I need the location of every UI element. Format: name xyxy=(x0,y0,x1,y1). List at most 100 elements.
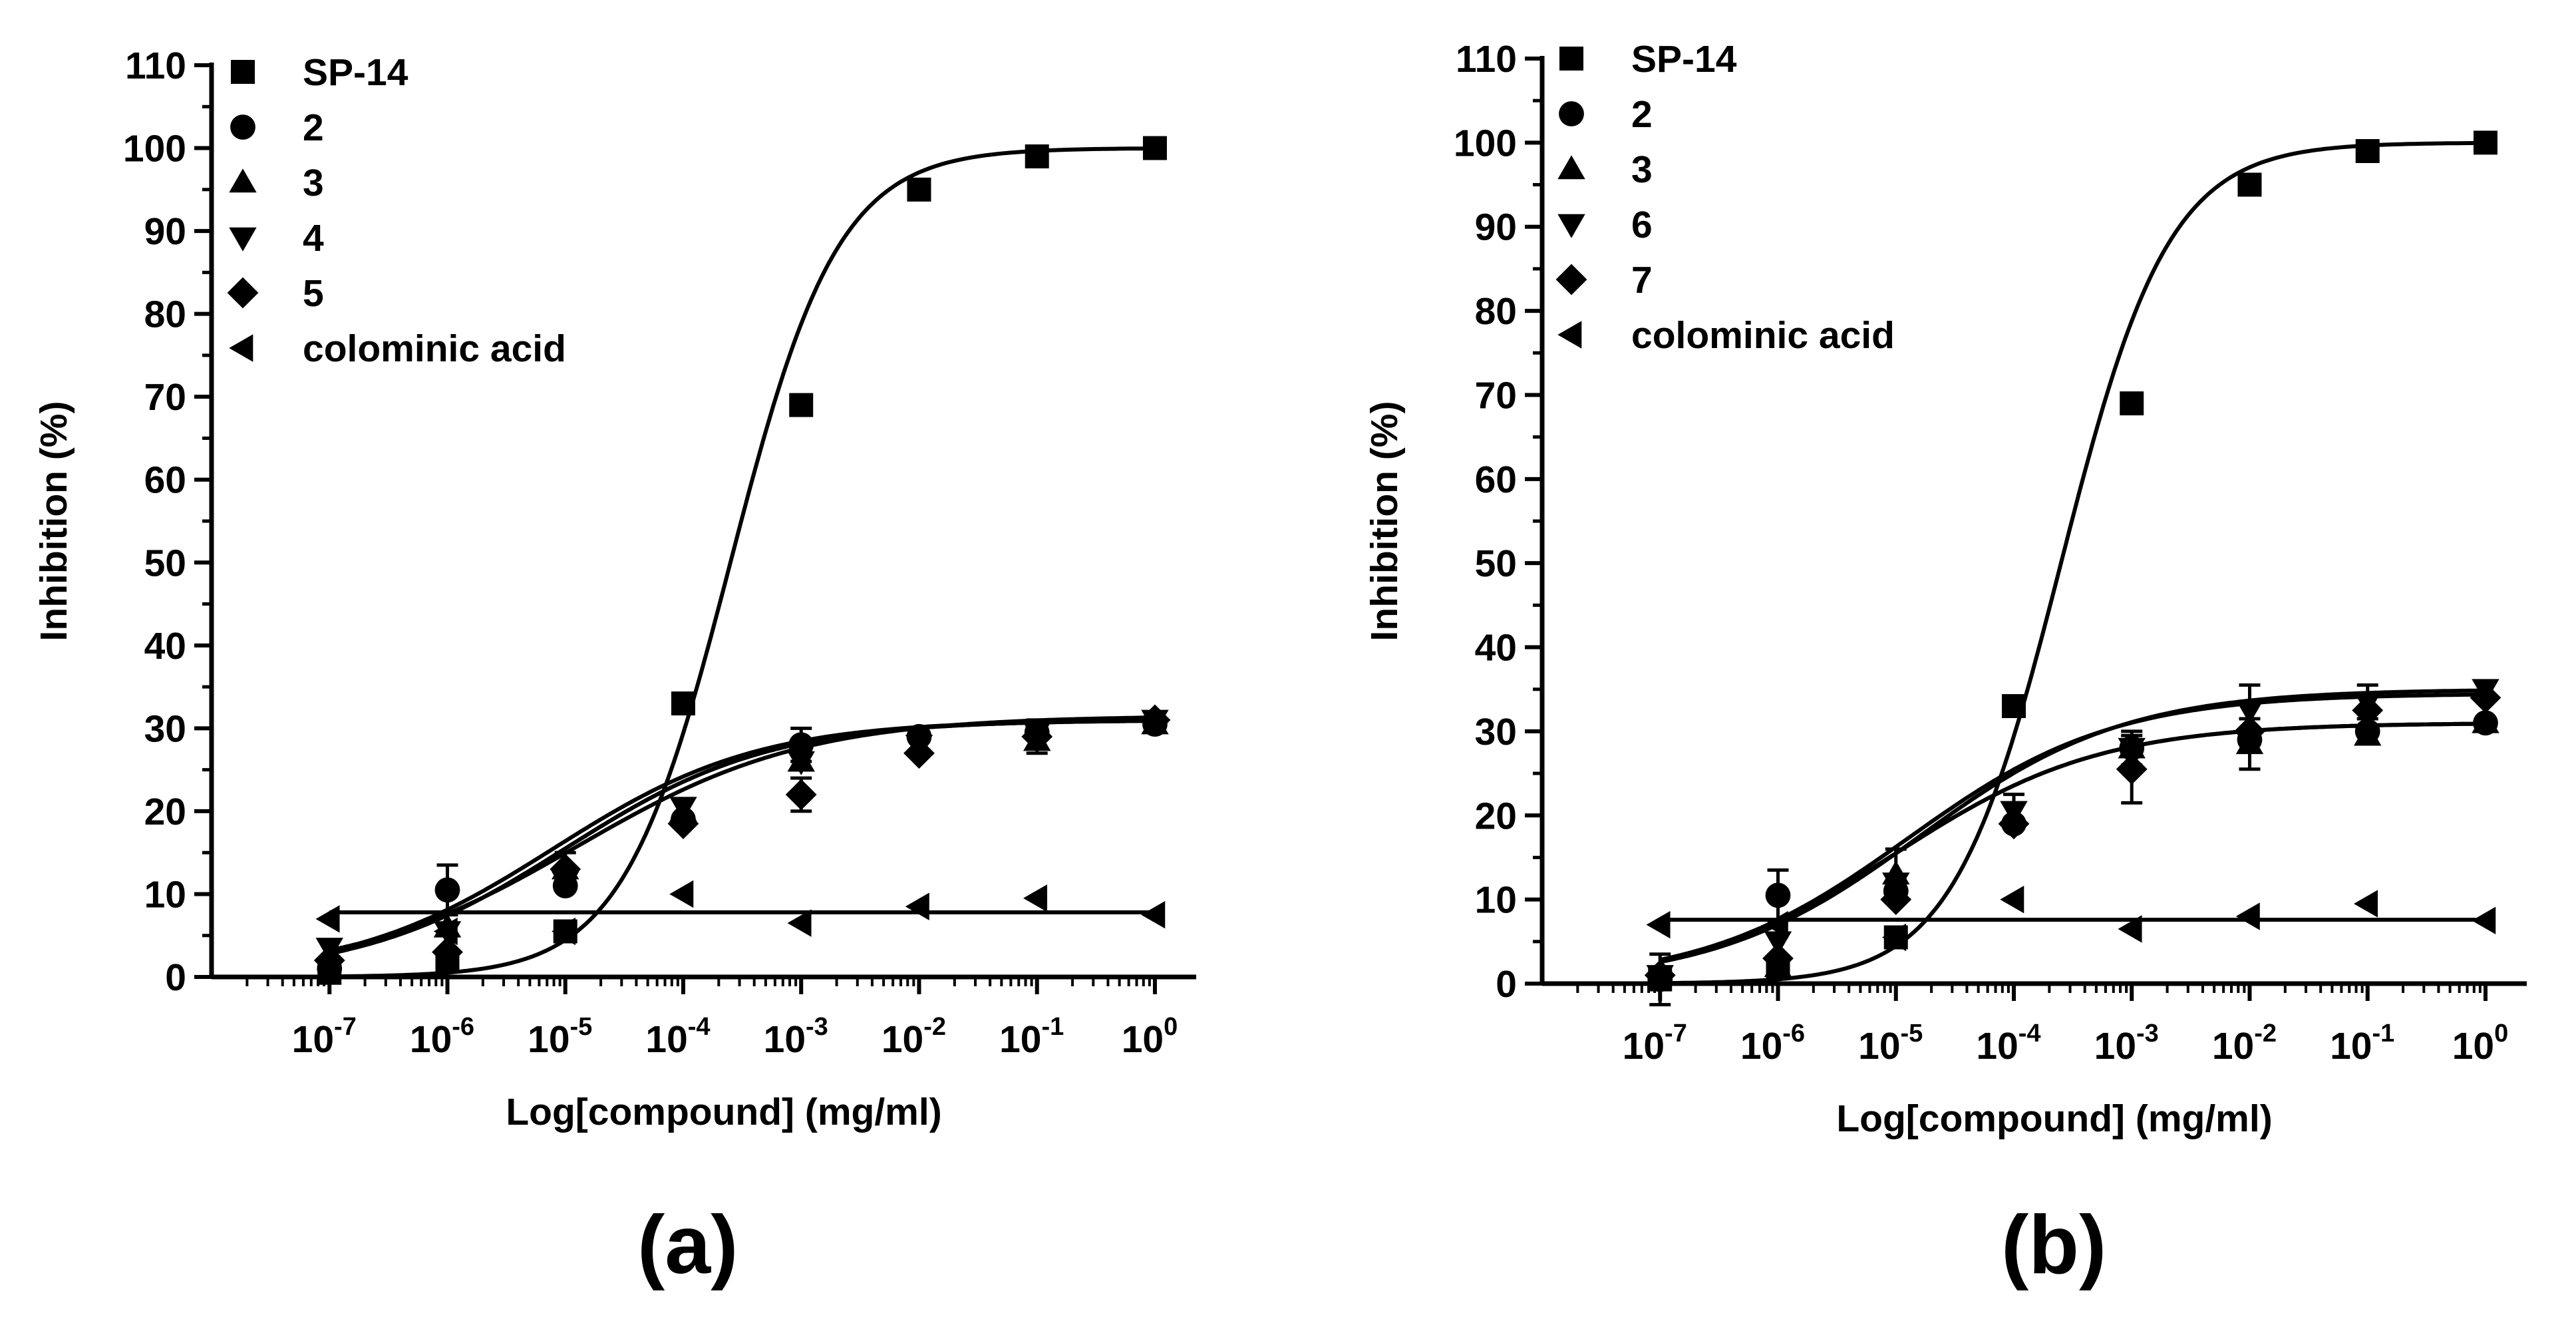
a-data-point xyxy=(1025,144,1049,168)
panel-label-a: (a) xyxy=(637,1199,738,1291)
a-data-point xyxy=(671,691,695,715)
b-data-point xyxy=(2354,721,2382,746)
a-x-tick-label: 10-1 xyxy=(999,1013,1064,1061)
a-legend-marker xyxy=(227,277,259,309)
a-x-tick-label: 10-7 xyxy=(292,1013,357,1061)
a-y-tick-label: 90 xyxy=(144,210,186,253)
b-data-point xyxy=(1882,923,1907,952)
b-x-tick-label: 10-2 xyxy=(2212,1020,2277,1067)
a-y-tick-label: 10 xyxy=(144,873,186,916)
b-x-tick-label: 10-7 xyxy=(1623,1020,1687,1067)
a-legend-label: 4 xyxy=(303,217,324,260)
a-y-tick-label: 70 xyxy=(144,376,186,419)
b-legend-marker xyxy=(1555,264,1587,295)
a-y-tick-label: 50 xyxy=(144,542,186,584)
a-y-tick-label: 110 xyxy=(125,45,186,87)
b-data-point xyxy=(1762,942,1794,974)
a-data-point xyxy=(1021,721,1053,753)
a-data-point xyxy=(907,177,931,202)
b-data-point xyxy=(2000,885,2024,914)
b-data-point xyxy=(2118,915,2142,943)
a-data-point xyxy=(789,393,814,417)
a-legend-label: 2 xyxy=(303,106,324,149)
a-x-tick-label: 10-2 xyxy=(882,1013,946,1061)
chart-panel-b: 0 10 20 30 40 50 60 70 80 90 100 110 10-7 10-6 10-5 10-… xyxy=(1363,38,2527,1140)
a-legend-label: 5 xyxy=(303,272,324,315)
b-x-tick-label: 10-4 xyxy=(1976,1020,2040,1067)
a-x-axis-label: Log[compound] (mg/ml) xyxy=(506,1091,941,1133)
b-legend-label: 6 xyxy=(1631,204,1653,246)
a-y-tick-label: 30 xyxy=(144,707,186,750)
a-y-tick-label: 60 xyxy=(144,459,186,502)
b-data-point xyxy=(2472,709,2499,733)
a-data-point xyxy=(550,853,581,885)
b-y-tick-label: 50 xyxy=(1475,542,1517,585)
a-data-point xyxy=(434,877,460,903)
a-data-point xyxy=(315,905,340,933)
b-legend-label: 3 xyxy=(1631,148,1653,191)
a-data-point xyxy=(667,808,699,839)
a-legend-marker xyxy=(229,227,257,252)
a-y-axis-label: Inhibition (%) xyxy=(33,401,75,642)
b-y-tick-label: 60 xyxy=(1475,459,1517,501)
b-data-point xyxy=(2354,890,2378,918)
a-data-point xyxy=(1142,136,1167,160)
a-data-point xyxy=(432,936,463,968)
a-data-point xyxy=(313,944,345,976)
a-x-tick-label: 10-5 xyxy=(528,1013,592,1061)
a-x-tick-label: 10-6 xyxy=(410,1013,474,1061)
b-y-tick-label: 70 xyxy=(1475,374,1517,417)
b-legend-marker xyxy=(1557,321,1582,349)
b-x-axis-label: Log[compound] (mg/ml) xyxy=(1836,1097,2272,1140)
b-data-point xyxy=(2473,130,2497,155)
a-y-tick-label: 0 xyxy=(165,956,186,999)
a-y-tick-label: 40 xyxy=(144,625,186,668)
panel-label-b: (b) xyxy=(2001,1199,2107,1291)
b-x-tick-label: 100 xyxy=(2452,1020,2509,1067)
b-y-tick-label: 10 xyxy=(1475,879,1517,922)
b-legend-marker xyxy=(1559,47,1583,71)
a-fit-curve xyxy=(329,146,1155,979)
a-y-tick-label: 100 xyxy=(123,128,186,170)
a-y-tick-label: 20 xyxy=(144,791,186,833)
b-legend-label: SP-14 xyxy=(1631,38,1737,81)
b-legend-label: 7 xyxy=(1631,259,1653,301)
a-legend-label: colominic acid xyxy=(303,327,566,370)
b-legend-marker xyxy=(1557,155,1585,180)
chart-panel-a: 0 10 20 30 40 50 60 70 80 90 100 110 10-7 10-6 10-5 10-… xyxy=(33,45,1196,1133)
b-data-point xyxy=(2120,391,2144,416)
b-legend-marker xyxy=(1559,101,1584,126)
b-data-point xyxy=(2355,139,2380,163)
b-y-tick-label: 0 xyxy=(1496,963,1517,1006)
b-data-point xyxy=(1880,884,1912,916)
a-data-point xyxy=(1023,884,1048,912)
b-data-point xyxy=(2235,700,2264,725)
b-data-point xyxy=(2234,715,2265,747)
b-y-tick-label: 110 xyxy=(1456,38,1517,81)
a-legend-marker xyxy=(231,60,255,84)
a-data-point xyxy=(788,732,814,758)
b-y-tick-label: 80 xyxy=(1475,290,1517,333)
b-data-point xyxy=(1998,808,2030,840)
a-data-point xyxy=(1141,900,1166,929)
b-fit-curve xyxy=(1660,140,2486,986)
b-data-point xyxy=(2116,753,2148,785)
a-data-point xyxy=(787,751,815,775)
b-y-tick-label: 90 xyxy=(1475,206,1517,249)
a-legend-label: 3 xyxy=(303,162,324,204)
b-data-point xyxy=(2237,172,2262,197)
a-y-tick-label: 80 xyxy=(144,293,186,336)
a-data-point xyxy=(905,892,929,920)
a-data-point xyxy=(785,779,817,811)
a-legend-marker xyxy=(229,334,253,362)
b-x-tick-label: 10-3 xyxy=(2094,1020,2159,1067)
b-data-point xyxy=(1765,882,1791,908)
a-legend-marker xyxy=(229,168,257,193)
b-y-tick-label: 20 xyxy=(1475,795,1517,837)
b-y-axis-label: Inhibition (%) xyxy=(1363,401,1406,642)
b-data-point xyxy=(2235,902,2260,930)
a-data-point xyxy=(552,917,576,946)
b-data-point xyxy=(2472,906,2496,934)
a-legend-marker xyxy=(230,114,255,140)
